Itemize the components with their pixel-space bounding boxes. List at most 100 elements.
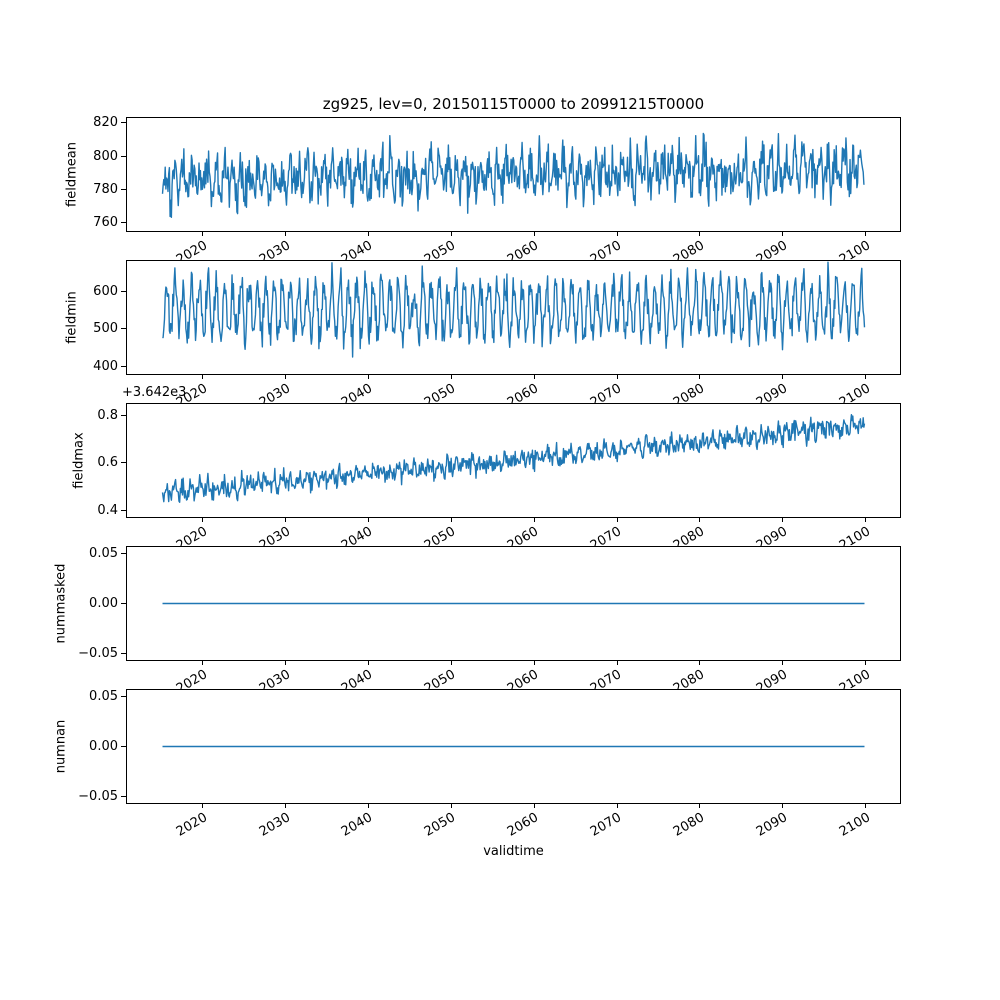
- x-tick-mark: [450, 375, 452, 379]
- y-tick-mark: [121, 290, 126, 292]
- x-tick-mark: [202, 804, 204, 808]
- x-tick-mark: [616, 375, 618, 379]
- x-tick-mark: [285, 804, 287, 808]
- x-tick-mark: [616, 804, 618, 808]
- y-tick-label: 0.4: [97, 502, 118, 518]
- x-tick-mark: [285, 375, 287, 379]
- x-tick-mark: [367, 375, 369, 379]
- subplot-numnan: numnan 0.05 0.00 −0.05 2020 2030 2040 2050 2060…: [54, 689, 901, 840]
- x-tick-mark: [202, 232, 204, 236]
- x-tick-mark: [533, 232, 535, 236]
- x-tick-mark: [533, 804, 535, 808]
- x-tick-mark: [367, 232, 369, 236]
- y-tick-label: 760: [93, 215, 118, 231]
- y-tick-label: 0.8: [97, 407, 118, 423]
- x-tick-mark: [782, 232, 784, 236]
- y-tick-label: 820: [93, 115, 118, 131]
- y-tick-label: 600: [93, 283, 118, 299]
- x-tick-mark: [865, 661, 867, 665]
- x-tick-mark: [285, 518, 287, 522]
- x-tick-mark: [202, 375, 204, 379]
- x-tick-label: 2090: [753, 810, 790, 840]
- x-tick-mark: [367, 518, 369, 522]
- y-tick-label: 400: [93, 358, 118, 374]
- x-tick-mark: [699, 804, 701, 808]
- x-tick-mark: [616, 232, 618, 236]
- y-tick-label: 0.05: [89, 545, 118, 561]
- y-tick-label: 0.6: [97, 455, 118, 471]
- axes-box: [126, 689, 901, 804]
- y-tick-mark: [121, 222, 126, 224]
- x-tick-mark: [782, 375, 784, 379]
- line-series-fieldmin: [162, 261, 866, 358]
- x-tick-label: 2050: [422, 810, 459, 840]
- x-tick-mark: [699, 232, 701, 236]
- y-tick-mark: [121, 365, 126, 367]
- y-tick-mark: [121, 328, 126, 330]
- x-tick-mark: [533, 518, 535, 522]
- subplot-fieldmin: fieldmin 600 500 400 2020 2030 2040 2050 2060 20…: [65, 260, 901, 411]
- line-series-numnan: [162, 745, 865, 748]
- x-tick-mark: [865, 804, 867, 808]
- subplot-fieldmax: fieldmax +3.642e3 0.8 0.6 0.4 2020 2030 2040 2…: [72, 385, 901, 554]
- x-tick-mark: [367, 661, 369, 665]
- x-tick-mark: [782, 804, 784, 808]
- x-tick-label: 2060: [505, 810, 542, 840]
- y-tick-mark: [121, 552, 126, 554]
- x-axis-label: validtime: [483, 844, 544, 859]
- y-tick-mark: [121, 653, 126, 655]
- y-tick-label: 0.05: [89, 688, 118, 704]
- y-tick-mark: [121, 509, 126, 511]
- x-tick-mark: [699, 518, 701, 522]
- x-tick-mark: [450, 232, 452, 236]
- x-tick-mark: [450, 804, 452, 808]
- y-tick-label: 500: [93, 321, 118, 337]
- axes-box: [126, 117, 901, 232]
- y-tick-label: −0.05: [78, 789, 118, 805]
- x-tick-mark: [616, 661, 618, 665]
- x-tick-mark: [367, 804, 369, 808]
- x-tick-mark: [202, 518, 204, 522]
- y-tick-mark: [121, 603, 126, 604]
- y-tick-label: 780: [93, 182, 118, 197]
- line-series-fieldmean: [161, 132, 865, 219]
- x-tick-label: 2070: [587, 810, 625, 840]
- axes-box: [126, 403, 901, 518]
- x-tick-label: 2100: [836, 810, 873, 840]
- y-tick-mark: [121, 155, 126, 157]
- x-tick-mark: [450, 661, 452, 665]
- y-tick-mark: [121, 746, 126, 747]
- x-tick-mark: [699, 375, 701, 379]
- y-tick-label: 0.00: [89, 739, 118, 754]
- x-tick-mark: [202, 661, 204, 665]
- y-tick-mark: [121, 796, 126, 798]
- x-tick-mark: [533, 661, 535, 665]
- subplot-fieldmean: fieldmean 820 800 780 760 2020 2030 2040 2050 20…: [65, 115, 901, 268]
- chart-title: zg925, lev=0, 20150115T0000 to 20991215T…: [322, 95, 705, 113]
- x-tick-mark: [699, 661, 701, 665]
- x-tick-label: 2030: [256, 810, 293, 840]
- line-series-fieldmax: [161, 414, 866, 503]
- x-tick-mark: [285, 232, 287, 236]
- y-tick-label: −0.05: [78, 646, 118, 662]
- y-tick-label: 800: [93, 148, 118, 164]
- axes-box: [126, 546, 901, 661]
- x-tick-mark: [865, 518, 867, 522]
- y-tick-mark: [121, 122, 126, 124]
- x-tick-mark: [285, 661, 287, 665]
- x-tick-mark: [533, 375, 535, 379]
- x-tick-mark: [450, 518, 452, 522]
- y-tick-mark: [121, 462, 126, 464]
- y-tick-mark: [121, 414, 126, 416]
- axes-box: [126, 260, 901, 375]
- line-series-nummasked: [162, 602, 865, 605]
- y-tick-mark: [121, 189, 126, 190]
- x-tick-mark: [616, 518, 618, 522]
- x-tick-mark: [782, 661, 784, 665]
- x-tick-label: 2080: [670, 810, 707, 840]
- subplot-nummasked: nummasked 0.05 0.00 −0.05 2020 2030 2040 2050 2…: [54, 546, 901, 697]
- y-tick-mark: [121, 695, 126, 697]
- y-axis-offset-text: +3.642e3: [122, 385, 187, 400]
- x-tick-mark: [782, 518, 784, 522]
